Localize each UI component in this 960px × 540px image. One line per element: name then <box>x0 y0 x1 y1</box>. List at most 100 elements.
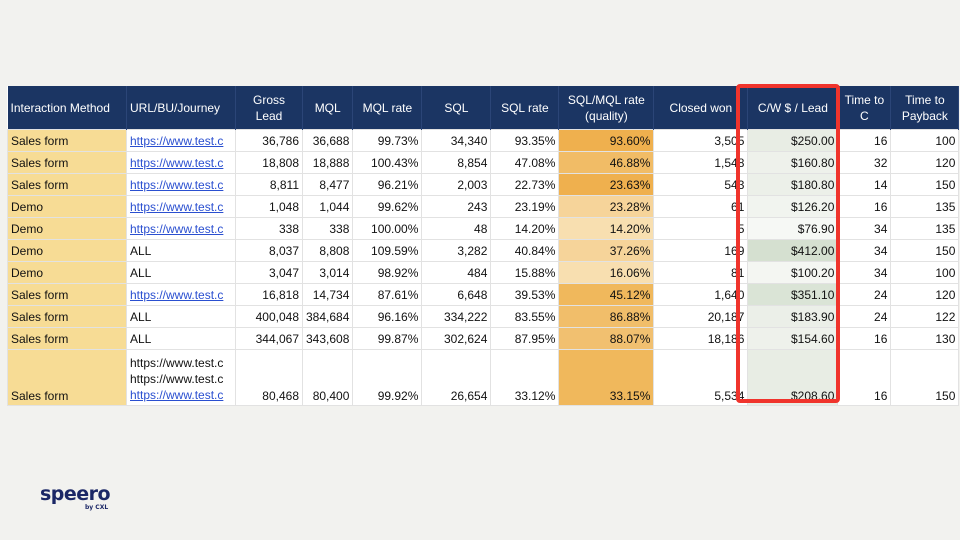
sql-rate-cell: 23.19% <box>490 195 560 218</box>
highlight-box <box>736 84 840 403</box>
sql-cell: 6,648 <box>421 283 492 306</box>
quality-cell: 86.88% <box>558 305 655 328</box>
url-link[interactable]: https://www.test.c <box>130 199 224 214</box>
mql-cell: 18,888 <box>301 151 354 174</box>
url-cell: https://www.test.c <box>126 283 236 306</box>
sql-cell: 2,003 <box>421 173 492 196</box>
url-link[interactable]: https://www.test.c <box>130 177 224 192</box>
url-link[interactable]: https://www.test.c <box>130 155 224 170</box>
payback-cell: 100 <box>890 129 960 152</box>
won-cell: 1,640 <box>653 283 749 306</box>
table-row: Sales form ALL 344,067 343,608 99.87% 302,624… <box>7 327 960 350</box>
ttc-cell: 14 <box>837 173 892 196</box>
ttc-cell: 16 <box>837 349 892 406</box>
column-header[interactable]: C/W $ / Lead <box>747 86 839 130</box>
gross-cell: 8,037 <box>235 239 303 262</box>
column-header[interactable]: Time to C <box>837 86 892 130</box>
payback-cell: 150 <box>890 349 960 406</box>
sql-rate-cell: 39.53% <box>490 283 560 306</box>
gross-cell: 18,808 <box>235 151 303 174</box>
table-row: Sales form https://www.test.c 18,808 18,888… <box>7 151 960 174</box>
method-cell: Demo <box>7 239 127 262</box>
won-cell: 61 <box>653 195 749 218</box>
mql-cell: 338 <box>301 217 354 240</box>
sql-rate-cell: 47.08% <box>490 151 560 174</box>
header-row: Interaction Method URL/BU/Journey Gross Le… <box>7 86 960 130</box>
sql-rate-cell: 87.95% <box>490 327 560 350</box>
won-cell: 3,505 <box>653 129 749 152</box>
ttc-cell: 24 <box>837 283 892 306</box>
won-cell: 1,548 <box>653 151 749 174</box>
sql-rate-cell: 22.73% <box>490 173 560 196</box>
sql-rate-cell: 93.35% <box>490 129 560 152</box>
won-cell: 20,187 <box>653 305 749 328</box>
mql-cell: 36,688 <box>301 129 354 152</box>
gross-cell: 338 <box>235 217 303 240</box>
quality-cell: 16.06% <box>558 261 655 284</box>
won-cell: 543 <box>653 173 749 196</box>
method-cell: Sales form <box>7 327 127 350</box>
column-header[interactable]: SQL/MQL rate (quality) <box>558 86 655 130</box>
column-header[interactable]: Interaction Method <box>7 86 127 130</box>
method-cell: Sales form <box>7 151 127 174</box>
sql-cell: 484 <box>421 261 492 284</box>
table-row: Sales form https://www.test.c 8,811 8,477 96… <box>7 173 960 196</box>
sql-rate-cell: 15.88% <box>490 261 560 284</box>
column-header[interactable]: Time to Payback <box>890 86 960 130</box>
sql-cell: 8,854 <box>421 151 492 174</box>
mql-cell: 1,044 <box>301 195 354 218</box>
payback-cell: 150 <box>890 239 960 262</box>
quality-cell: 88.07% <box>558 327 655 350</box>
quality-cell: 14.20% <box>558 217 655 240</box>
table-row: Sales form ALL 400,048 384,684 96.16% 334,222… <box>7 305 960 328</box>
mql-rate-cell: 87.61% <box>352 283 423 306</box>
ttc-cell: 16 <box>837 195 892 218</box>
ttc-cell: 34 <box>837 239 892 262</box>
mql-rate-cell: 98.92% <box>352 261 423 284</box>
url-text[interactable]: https://www.test.c <box>130 388 224 402</box>
sql-cell: 3,282 <box>421 239 492 262</box>
url-link[interactable]: https://www.test.c <box>130 287 224 302</box>
speero-logo: speero by CXL <box>40 483 111 511</box>
sql-cell: 243 <box>421 195 492 218</box>
url-link[interactable]: https://www.test.c <box>130 221 224 236</box>
gross-cell: 3,047 <box>235 261 303 284</box>
mql-rate-cell: 100.43% <box>352 151 423 174</box>
quality-cell: 45.12% <box>558 283 655 306</box>
gross-cell: 400,048 <box>235 305 303 328</box>
column-header[interactable]: SQL <box>421 86 492 130</box>
mql-rate-cell: 99.73% <box>352 129 423 152</box>
column-header[interactable]: Gross Lead <box>235 86 303 130</box>
cw-cell: $208.60 <box>747 349 839 406</box>
payback-cell: 150 <box>890 173 960 196</box>
gross-cell: 344,067 <box>235 327 303 350</box>
column-header[interactable]: SQL rate <box>490 86 560 130</box>
sql-cell: 26,654 <box>421 349 492 406</box>
cw-cell: $76.90 <box>747 217 839 240</box>
column-header[interactable]: MQL <box>302 86 354 130</box>
method-cell: Sales form <box>7 349 127 406</box>
url-link[interactable]: https://www.test.c <box>130 133 224 148</box>
ttc-cell: 16 <box>837 327 892 350</box>
mql-rate-cell: 100.00% <box>352 217 423 240</box>
method-cell: Demo <box>7 195 127 218</box>
cw-cell: $180.80 <box>747 173 839 196</box>
method-cell: Sales form <box>7 173 127 196</box>
method-cell: Demo <box>7 217 127 240</box>
cw-cell: $351.10 <box>747 283 839 306</box>
sql-rate-cell: 40.84% <box>490 239 560 262</box>
table-row: Sales form https://www.test.c 16,818 14,734… <box>7 283 960 306</box>
column-header[interactable]: Closed won <box>653 86 749 130</box>
column-header[interactable]: URL/BU/Journey <box>126 86 236 130</box>
sql-rate-cell: 14.20% <box>490 217 560 240</box>
ttc-cell: 34 <box>837 217 892 240</box>
payback-cell: 120 <box>890 151 960 174</box>
cw-cell: $183.90 <box>747 305 839 328</box>
url-cell: https://www.test.c <box>126 217 236 240</box>
column-header[interactable]: MQL rate <box>352 86 423 130</box>
mql-cell: 3,014 <box>301 261 354 284</box>
url-cell: https://www.test.c https://www.test.c http… <box>126 349 236 406</box>
ttc-cell: 24 <box>837 305 892 328</box>
ttc-cell: 34 <box>837 261 892 284</box>
payback-cell: 135 <box>890 217 960 240</box>
